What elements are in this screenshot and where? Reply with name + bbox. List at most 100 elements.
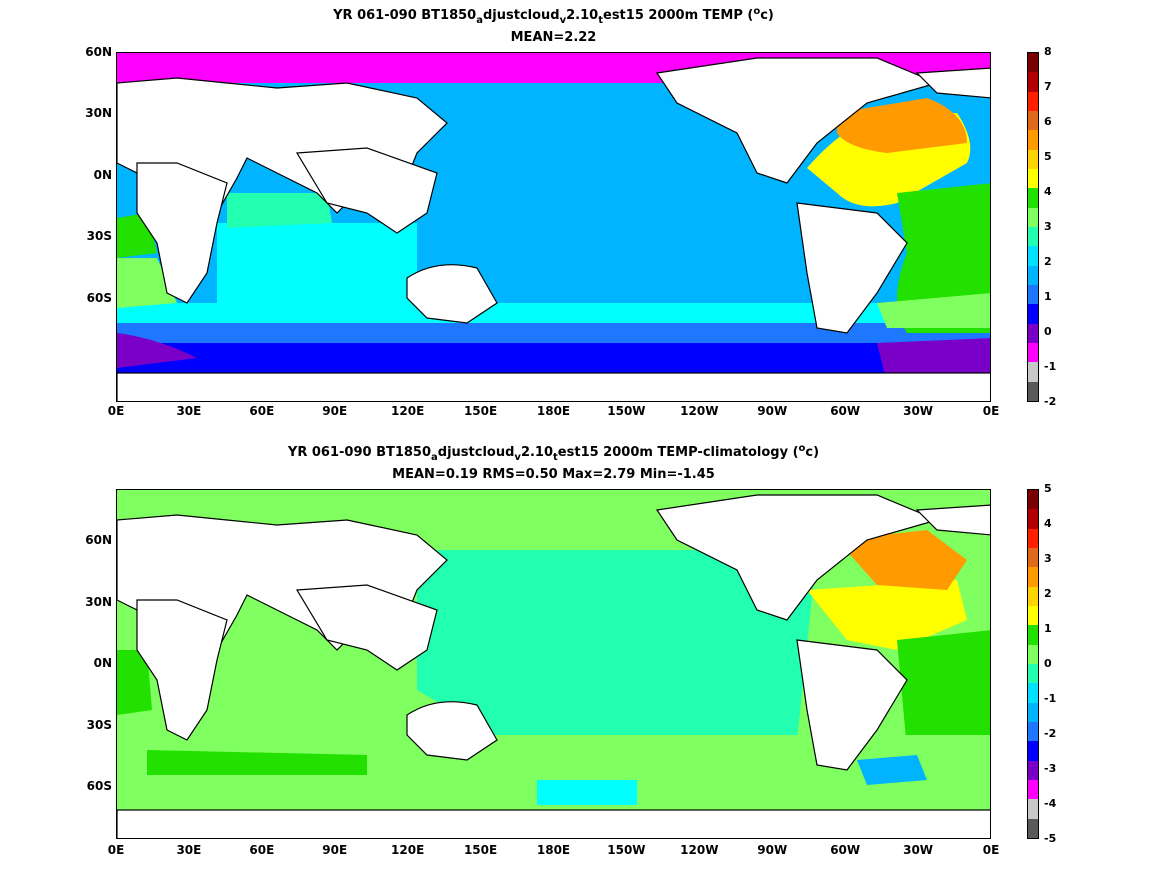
top-colorbar xyxy=(1027,52,1039,402)
top-map-panel xyxy=(116,52,991,402)
top-colorbar-tick-1: 7 xyxy=(1044,80,1052,93)
top-africa xyxy=(136,162,228,304)
bottom-asia xyxy=(295,584,438,671)
bottom-atlantic-orange xyxy=(837,530,967,590)
top-xtick-2: 60E xyxy=(249,404,275,418)
top-colorbar-tick-3: 5 xyxy=(1044,150,1052,163)
top-colorbar-swatch xyxy=(1028,381,1038,401)
bottom-south-america xyxy=(796,639,908,771)
bottom-xtick-3: 90E xyxy=(322,843,348,857)
bottom-colorbar-swatch xyxy=(1028,760,1038,780)
top-colorbar-tick-4: 4 xyxy=(1044,185,1052,198)
top-south-atlantic-band xyxy=(877,293,990,328)
top-title: YR 061-090 BT1850adjustcloudv2.10test15 … xyxy=(333,6,774,26)
bottom-colorbar-tick-2: 3 xyxy=(1044,552,1052,565)
bottom-colorbar-swatch xyxy=(1028,586,1038,606)
top-arabian xyxy=(227,193,332,228)
bottom-colorbar-tick-4: 1 xyxy=(1044,622,1052,635)
bottom-colorbar xyxy=(1027,489,1039,839)
top-xtick-3: 90E xyxy=(322,404,348,418)
top-colorbar-swatch xyxy=(1028,72,1038,92)
bottom-xtick-12: 0E xyxy=(982,843,1000,857)
top-colorbar-tick-2: 6 xyxy=(1044,115,1052,128)
top-colorbar-swatch xyxy=(1028,207,1038,227)
top-colorbar-swatch xyxy=(1028,130,1038,150)
top-xtick-5: 150E xyxy=(463,404,498,418)
bottom-xtick-9: 90W xyxy=(757,843,788,857)
top-land xyxy=(117,57,990,401)
bottom-xtick-11: 30W xyxy=(903,843,934,857)
top-colorbar-swatch xyxy=(1028,188,1038,208)
bottom-south-band xyxy=(117,735,990,790)
bottom-ytick-60s: 60S xyxy=(86,779,112,793)
top-xtick-11: 30W xyxy=(903,404,934,418)
bottom-stats: MEAN=0.19 RMS=0.50 Max=2.79 Min=-1.45 xyxy=(392,467,715,482)
top-colorbar-swatch xyxy=(1028,304,1038,324)
bottom-ytick-30n: 30N xyxy=(85,595,112,609)
top-colorbar-swatch xyxy=(1028,342,1038,363)
bottom-colorbar-swatch xyxy=(1028,818,1038,838)
bottom-south-blue xyxy=(857,755,927,785)
top-xtick-10: 60W xyxy=(830,404,861,418)
bottom-atlantic-yellow xyxy=(807,580,967,650)
top-colorbar-swatch xyxy=(1028,110,1038,131)
top-xtick-0: 0E xyxy=(107,404,125,418)
bottom-australia xyxy=(406,701,498,761)
top-colorbar-swatch xyxy=(1028,323,1038,343)
bottom-xtick-5: 150E xyxy=(463,843,498,857)
top-colorbar-swatch xyxy=(1028,246,1038,266)
bottom-colorbar-swatch xyxy=(1028,547,1038,568)
top-colorbar-tick-7: 1 xyxy=(1044,290,1052,303)
top-ytick-30n: 30N xyxy=(85,106,112,120)
top-weddell-east xyxy=(877,338,990,383)
bottom-colorbar-swatch xyxy=(1028,509,1038,529)
top-colorbar-tick-5: 3 xyxy=(1044,220,1052,233)
top-colorbar-swatch xyxy=(1028,168,1038,189)
bottom-colorbar-swatch xyxy=(1028,528,1038,548)
top-ytick-60s: 60S xyxy=(86,291,112,305)
bottom-xtick-1: 30E xyxy=(176,843,202,857)
top-atlantic-orange xyxy=(837,98,967,153)
bottom-greenland xyxy=(915,504,990,536)
bottom-atl-east-edge xyxy=(117,650,152,715)
top-xtick-8: 120W xyxy=(680,404,719,418)
bottom-colorbar-swatch xyxy=(1028,702,1038,722)
bottom-xtick-7: 150W xyxy=(607,843,646,857)
top-xtick-12: 0E xyxy=(982,404,1000,418)
top-xtick-7: 150W xyxy=(607,404,646,418)
top-asia xyxy=(295,147,438,234)
top-colorbar-swatch xyxy=(1028,284,1038,305)
bottom-colorbar-tick-3: 2 xyxy=(1044,587,1052,600)
top-map xyxy=(117,53,990,401)
bottom-xtick-10: 60W xyxy=(830,843,861,857)
bottom-ytick-30s: 30S xyxy=(86,718,112,732)
top-stats: MEAN=2.22 xyxy=(510,30,597,45)
bottom-xtick-4: 120E xyxy=(391,843,425,857)
bottom-colorbar-swatch xyxy=(1028,721,1038,742)
top-weddell-west xyxy=(117,333,197,368)
bottom-xtick-0: 0E xyxy=(107,843,125,857)
bottom-colorbar-swatch xyxy=(1028,779,1038,800)
bottom-colorbar-swatch xyxy=(1028,799,1038,819)
top-colorbar-tick-8: 0 xyxy=(1044,325,1052,338)
top-colorbar-tick-9: -1 xyxy=(1044,360,1057,373)
bottom-colorbar-swatch xyxy=(1028,567,1038,587)
bottom-xtick-2: 60E xyxy=(249,843,275,857)
bottom-colorbar-tick-8: -3 xyxy=(1044,762,1057,775)
bottom-colorbar-swatch xyxy=(1028,605,1038,626)
bottom-colorbar-swatch xyxy=(1028,741,1038,761)
top-xtick-9: 90W xyxy=(757,404,788,418)
bottom-antarctica xyxy=(117,809,990,838)
bottom-south-green xyxy=(147,750,367,775)
top-colorbar-tick-10: -2 xyxy=(1044,395,1057,408)
bottom-colorbar-swatch xyxy=(1028,625,1038,645)
top-antarctica xyxy=(117,372,990,401)
top-xtick-6: 180E xyxy=(536,404,571,418)
top-colorbar-swatch xyxy=(1028,149,1038,169)
bottom-colorbar-tick-10: -5 xyxy=(1044,832,1057,845)
bottom-land xyxy=(117,494,990,838)
bottom-map xyxy=(117,490,990,838)
bottom-colorbar-tick-7: -2 xyxy=(1044,727,1057,740)
top-colorbar-swatch xyxy=(1028,226,1038,247)
bottom-colorbar-swatch xyxy=(1028,663,1038,684)
